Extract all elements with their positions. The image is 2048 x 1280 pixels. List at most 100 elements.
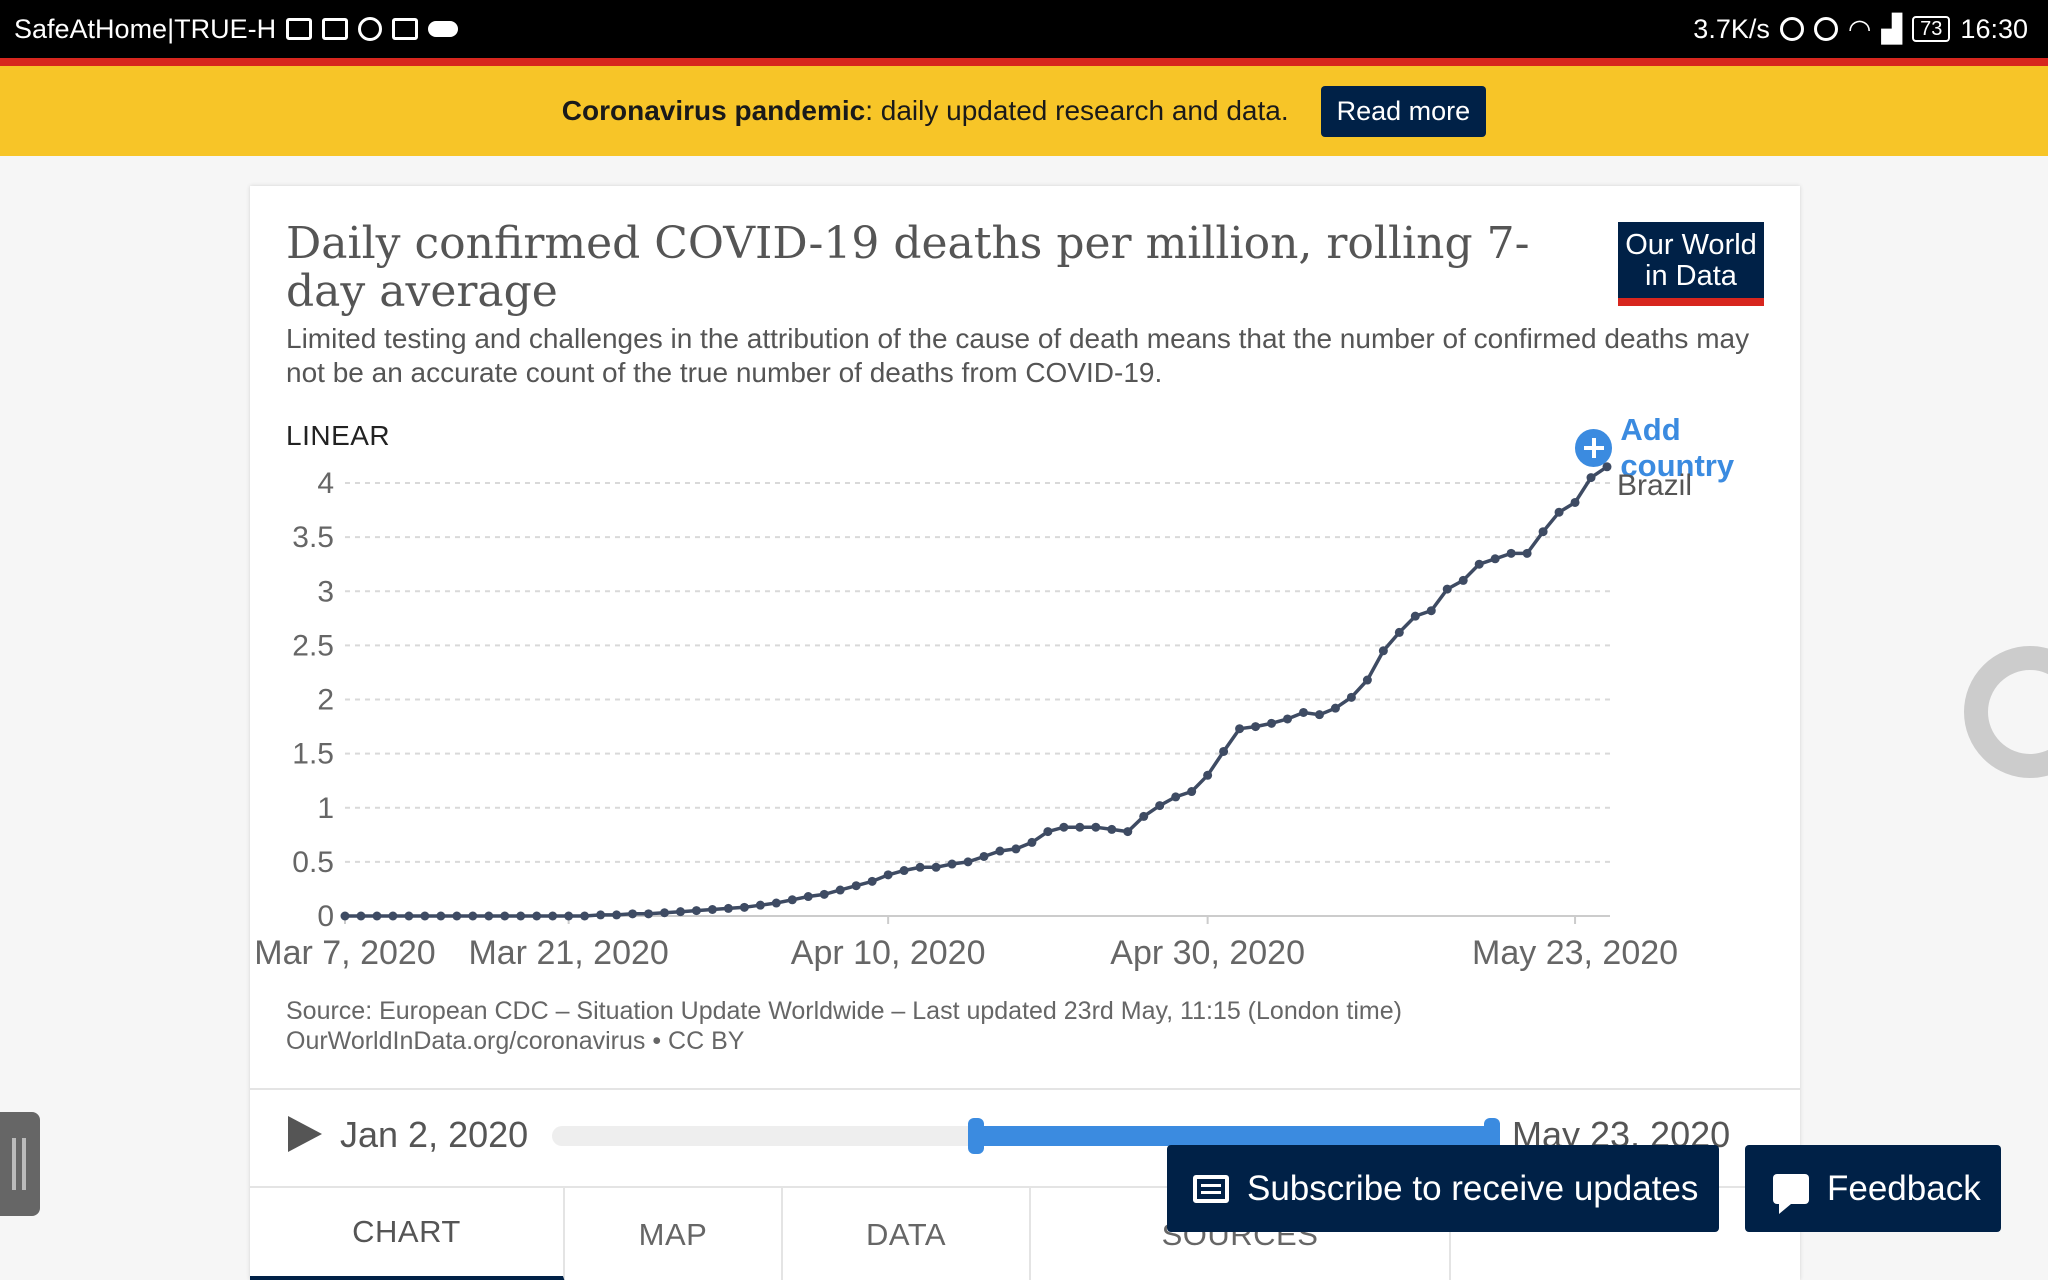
timeline-selected-range[interactable]: [974, 1126, 1492, 1146]
data-point[interactable]: [803, 892, 813, 902]
floating-ring-button[interactable]: [1964, 646, 2048, 778]
data-point[interactable]: [851, 881, 861, 891]
timeline-start-handle[interactable]: [968, 1118, 984, 1154]
data-point[interactable]: [1474, 559, 1484, 569]
owid-logo[interactable]: Our World in Data: [1618, 222, 1764, 306]
data-point[interactable]: [787, 895, 797, 905]
data-point[interactable]: [1027, 837, 1037, 847]
data-point[interactable]: [1394, 627, 1404, 637]
data-point[interactable]: [1251, 722, 1261, 732]
tab-chart[interactable]: CHART: [250, 1188, 565, 1280]
data-point[interactable]: [1155, 801, 1165, 811]
data-point[interactable]: [388, 911, 398, 921]
data-point[interactable]: [1378, 646, 1388, 656]
data-point[interactable]: [452, 911, 462, 921]
data-point[interactable]: [1602, 462, 1612, 472]
add-country-button[interactable]: Add country: [1575, 412, 1800, 484]
data-point[interactable]: [1171, 792, 1181, 802]
data-point[interactable]: [675, 907, 685, 917]
data-point[interactable]: [915, 862, 925, 872]
data-point[interactable]: [628, 909, 638, 919]
data-point[interactable]: [1107, 824, 1117, 834]
data-point[interactable]: [340, 911, 350, 921]
read-more-button[interactable]: Read more: [1320, 85, 1487, 137]
data-point[interactable]: [659, 908, 669, 918]
data-point[interactable]: [963, 857, 973, 867]
data-point[interactable]: [1458, 575, 1468, 585]
data-point[interactable]: [723, 903, 733, 913]
chart-source: Source: European CDC – Situation Update …: [286, 996, 1402, 1056]
x-tick-label: Apr 30, 2020: [1110, 934, 1305, 972]
data-point[interactable]: [1346, 692, 1356, 702]
data-point[interactable]: [1139, 811, 1149, 821]
data-point[interactable]: [1219, 746, 1229, 756]
data-point[interactable]: [819, 889, 829, 899]
data-point[interactable]: [484, 911, 494, 921]
data-point[interactable]: [979, 851, 989, 861]
data-point[interactable]: [532, 911, 542, 921]
data-point[interactable]: [596, 910, 606, 920]
data-point[interactable]: [771, 898, 781, 908]
data-point[interactable]: [500, 911, 510, 921]
data-point[interactable]: [516, 911, 526, 921]
data-point[interactable]: [691, 906, 701, 916]
data-point[interactable]: [883, 870, 893, 880]
data-point[interactable]: [1538, 527, 1548, 537]
data-point[interactable]: [1283, 714, 1293, 724]
data-point[interactable]: [436, 911, 446, 921]
data-point[interactable]: [931, 862, 941, 872]
data-point[interactable]: [1426, 606, 1436, 616]
series-label-brazil[interactable]: Brazil: [1617, 469, 1692, 502]
play-icon[interactable]: [288, 1116, 322, 1152]
tab-data[interactable]: DATA: [783, 1188, 1031, 1280]
data-point[interactable]: [548, 911, 558, 921]
data-point[interactable]: [1314, 710, 1324, 720]
data-point[interactable]: [564, 911, 574, 921]
series-line-brazil[interactable]: [345, 465, 1608, 918]
data-point[interactable]: [947, 859, 957, 869]
data-point[interactable]: [1059, 822, 1069, 832]
data-point[interactable]: [1442, 584, 1452, 594]
data-point[interactable]: [1123, 827, 1133, 837]
data-point[interactable]: [1267, 718, 1277, 728]
data-point[interactable]: [1298, 707, 1308, 717]
data-point[interactable]: [1362, 675, 1372, 685]
data-point[interactable]: [612, 910, 622, 920]
tab-map[interactable]: MAP: [565, 1188, 783, 1280]
data-point[interactable]: [995, 846, 1005, 856]
data-point[interactable]: [1330, 703, 1340, 713]
data-point[interactable]: [1235, 724, 1245, 734]
license-line[interactable]: OurWorldInData.org/coronavirus • CC BY: [286, 1027, 745, 1055]
data-point[interactable]: [1554, 507, 1564, 517]
data-point[interactable]: [1570, 497, 1580, 507]
data-point[interactable]: [580, 911, 590, 921]
feedback-button[interactable]: Feedback: [1745, 1145, 2001, 1232]
data-point[interactable]: [755, 900, 765, 910]
data-point[interactable]: [1410, 611, 1420, 621]
data-point[interactable]: [372, 911, 382, 921]
data-point[interactable]: [1011, 844, 1021, 854]
data-point[interactable]: [1203, 770, 1213, 780]
y-tick-label: 0.5: [292, 846, 334, 879]
data-point[interactable]: [420, 911, 430, 921]
data-point[interactable]: [867, 876, 877, 886]
data-point[interactable]: [1075, 822, 1085, 832]
data-point[interactable]: [1506, 548, 1516, 558]
data-point[interactable]: [1187, 787, 1197, 797]
scale-toggle[interactable]: LINEAR: [286, 420, 391, 451]
side-drawer-handle[interactable]: [0, 1112, 40, 1216]
data-point[interactable]: [644, 909, 654, 919]
data-point[interactable]: [1522, 548, 1532, 558]
data-point[interactable]: [356, 911, 366, 921]
data-point[interactable]: [404, 911, 414, 921]
data-point[interactable]: [707, 905, 717, 915]
data-point[interactable]: [835, 885, 845, 895]
data-point[interactable]: [1043, 827, 1053, 837]
data-point[interactable]: [1091, 822, 1101, 832]
data-point[interactable]: [1586, 473, 1596, 483]
subscribe-button[interactable]: Subscribe to receive updates: [1167, 1145, 1719, 1232]
data-point[interactable]: [468, 911, 478, 921]
data-point[interactable]: [899, 866, 909, 876]
data-point[interactable]: [1490, 554, 1500, 564]
data-point[interactable]: [739, 902, 749, 912]
